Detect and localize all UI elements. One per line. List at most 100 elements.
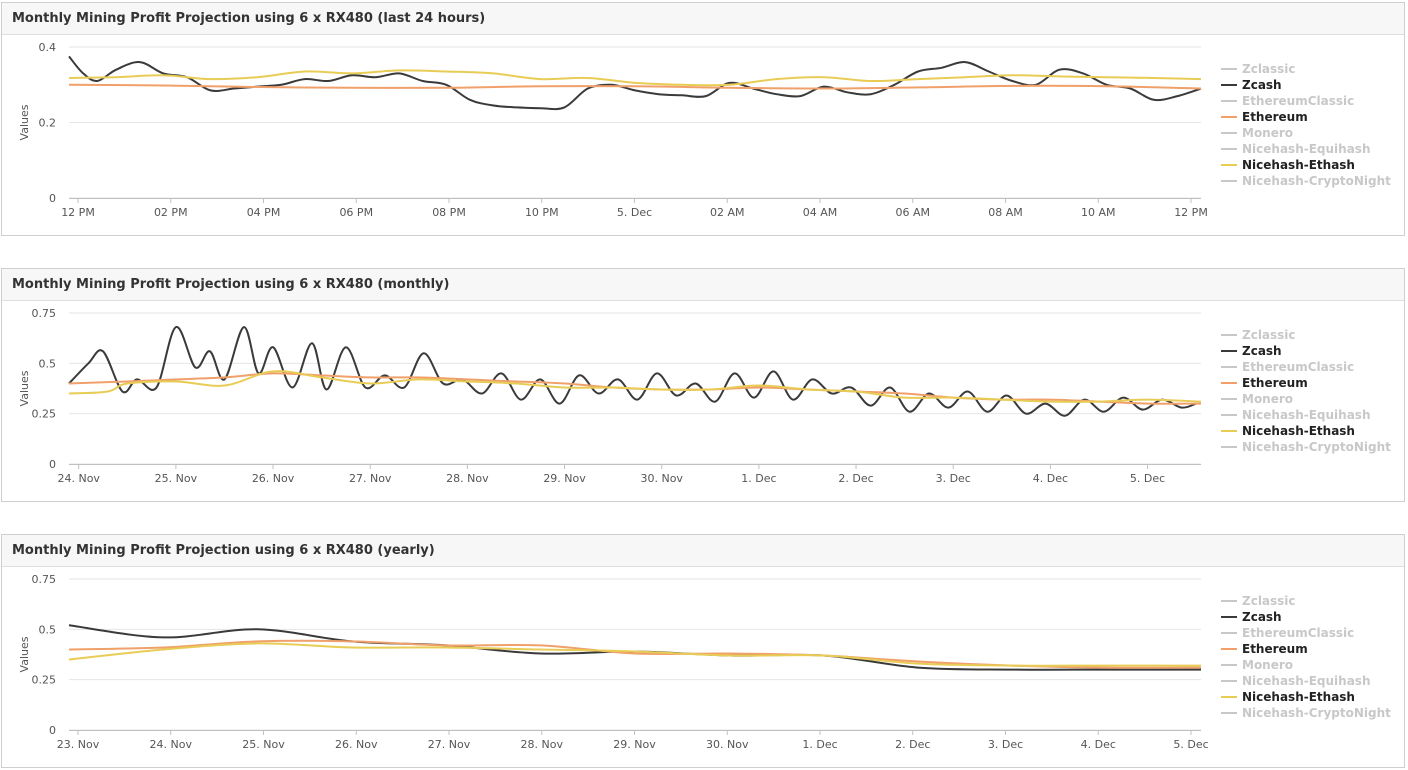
chart-title: Monthly Mining Profit Projection using 6… xyxy=(2,269,1404,301)
x-tick-label: 3. Dec xyxy=(936,472,971,485)
y-tick-label: 0.75 xyxy=(32,307,57,320)
x-tick-label: 5. Dec xyxy=(617,206,652,219)
x-tick-label: 08 PM xyxy=(432,206,466,219)
x-tick-label: 10 PM xyxy=(525,206,559,219)
legend-label: EthereumClassic xyxy=(1242,626,1354,640)
legend-label: EthereumClassic xyxy=(1242,360,1354,374)
x-tick-label: 02 AM xyxy=(710,206,745,219)
legend-item-nicehash-equihash[interactable]: Nicehash-Equihash xyxy=(1221,408,1370,422)
legend-item-nicehash-ethash[interactable]: Nicehash-Ethash xyxy=(1221,690,1355,704)
legend-item-nicehash-ethash[interactable]: Nicehash-Ethash xyxy=(1221,158,1355,172)
legend-item-ethereum[interactable]: Ethereum xyxy=(1221,376,1308,390)
legend-item-nicehash-cryptonight[interactable]: Nicehash-CryptoNight xyxy=(1221,174,1391,188)
legend-item-ethereumclassic[interactable]: EthereumClassic xyxy=(1221,94,1354,108)
y-tick-label: 0.25 xyxy=(32,674,57,687)
legend-item-zcash[interactable]: Zcash xyxy=(1221,344,1282,358)
legend-label: Monero xyxy=(1242,392,1293,406)
series-line-ethereum xyxy=(68,83,1202,90)
legend-label: Nicehash-Equihash xyxy=(1242,674,1370,688)
series-line-nicehash-ethash xyxy=(68,642,1201,667)
legend-item-nicehash-equihash[interactable]: Nicehash-Equihash xyxy=(1221,142,1370,156)
x-tick-label: 04 AM xyxy=(803,206,838,219)
legend-item-nicehash-ethash[interactable]: Nicehash-Ethash xyxy=(1221,424,1355,438)
legend-item-zclassic[interactable]: Zclassic xyxy=(1221,62,1296,76)
x-tick-label: 28. Nov xyxy=(446,472,489,485)
chart-monthly: 0 0.25 0.5 0.75 Values 24. Nov 25. Nov 26. Nov 2… xyxy=(18,307,1391,485)
y-tick-label: 0 xyxy=(49,724,56,737)
x-tick-label: 06 PM xyxy=(339,206,373,219)
x-tick-label: 12 PM xyxy=(1174,206,1208,219)
series-line-zcash xyxy=(68,624,1201,671)
legend-label: Nicehash-CryptoNight xyxy=(1242,174,1391,188)
x-tick-label: 4. Dec xyxy=(1033,472,1068,485)
legend-item-nicehash-cryptonight[interactable]: Nicehash-CryptoNight xyxy=(1221,440,1391,454)
legend-item-ethereumclassic[interactable]: EthereumClassic xyxy=(1221,626,1354,640)
x-tick-label: 28. Nov xyxy=(521,738,564,751)
x-tick-label: 04 PM xyxy=(247,206,281,219)
series-line-nicehash-ethash xyxy=(68,370,1202,403)
legend-label: Monero xyxy=(1242,126,1293,140)
legend-item-zcash[interactable]: Zcash xyxy=(1221,610,1282,624)
y-tick-label: 0.4 xyxy=(39,41,57,54)
legend-label: Nicehash-Ethash xyxy=(1242,690,1355,704)
x-tick-label: 02 PM xyxy=(154,206,188,219)
x-tick-label: 29. Nov xyxy=(543,472,586,485)
legend-item-ethereumclassic[interactable]: EthereumClassic xyxy=(1221,360,1354,374)
x-tick-label: 27. Nov xyxy=(428,738,471,751)
x-tick-label: 1. Dec xyxy=(741,472,776,485)
x-tick-label: 27. Nov xyxy=(349,472,392,485)
series-line-nicehash-ethash xyxy=(68,69,1202,87)
chart-yearly: 0 0.25 0.5 0.75 Values 23. Nov 24. Nov 25. Nov 2… xyxy=(18,573,1391,751)
legend-item-zclassic[interactable]: Zclassic xyxy=(1221,328,1296,342)
series-line-zcash xyxy=(68,326,1197,417)
chart-panel-24h: Monthly Mining Profit Projection using 6… xyxy=(1,2,1405,236)
y-axis-label: Values xyxy=(18,636,31,672)
x-tick-label: 26. Nov xyxy=(335,738,378,751)
x-tick-label: 5. Dec xyxy=(1173,738,1208,751)
x-tick-label: 29. Nov xyxy=(613,738,656,751)
y-tick-label: 0 xyxy=(49,192,56,205)
legend-item-zcash[interactable]: Zcash xyxy=(1221,78,1282,92)
legend-label: Nicehash-Ethash xyxy=(1242,424,1355,438)
legend-label: Nicehash-Equihash xyxy=(1242,408,1370,422)
legend-item-monero[interactable]: Monero xyxy=(1221,658,1293,672)
y-tick-label: 0.75 xyxy=(32,573,57,586)
x-tick-label: 30. Nov xyxy=(640,472,683,485)
chart-panel-monthly: Monthly Mining Profit Projection using 6… xyxy=(1,268,1405,502)
legend-label: Ethereum xyxy=(1242,376,1308,390)
y-tick-label: 0.5 xyxy=(39,623,57,636)
legend-item-zclassic[interactable]: Zclassic xyxy=(1221,594,1296,608)
x-tick-label: 25. Nov xyxy=(155,472,198,485)
y-tick-label: 0.5 xyxy=(39,357,57,370)
legend-label: Nicehash-CryptoNight xyxy=(1242,706,1391,720)
legend-label: Monero xyxy=(1242,658,1293,672)
x-tick-label: 08 AM xyxy=(988,206,1023,219)
x-tick-label: 23. Nov xyxy=(57,738,100,751)
y-tick-label: 0 xyxy=(49,458,56,471)
legend-item-ethereum[interactable]: Ethereum xyxy=(1221,642,1308,656)
legend-label: EthereumClassic xyxy=(1242,94,1354,108)
legend-item-ethereum[interactable]: Ethereum xyxy=(1221,110,1308,124)
x-tick-label: 26. Nov xyxy=(252,472,295,485)
chart-panel-yearly: Monthly Mining Profit Projection using 6… xyxy=(1,534,1405,768)
legend-label: Zcash xyxy=(1242,78,1282,92)
chart-title: Monthly Mining Profit Projection using 6… xyxy=(2,535,1404,567)
legend-item-monero[interactable]: Monero xyxy=(1221,126,1293,140)
y-axis-label: Values xyxy=(18,104,31,140)
legend-item-nicehash-equihash[interactable]: Nicehash-Equihash xyxy=(1221,674,1370,688)
x-tick-label: 06 AM xyxy=(895,206,930,219)
legend-item-nicehash-cryptonight[interactable]: Nicehash-CryptoNight xyxy=(1221,706,1391,720)
legend-label: Nicehash-Ethash xyxy=(1242,158,1355,172)
x-tick-label: 24. Nov xyxy=(150,738,193,751)
legend-label: Nicehash-CryptoNight xyxy=(1242,440,1391,454)
legend-item-monero[interactable]: Monero xyxy=(1221,392,1293,406)
x-tick-label: 2. Dec xyxy=(895,738,930,751)
legend-label: Nicehash-Equihash xyxy=(1242,142,1370,156)
legend-label: Zclassic xyxy=(1242,594,1296,608)
chart-title: Monthly Mining Profit Projection using 6… xyxy=(2,3,1404,35)
x-tick-label: 30. Nov xyxy=(706,738,749,751)
y-tick-label: 0.25 xyxy=(32,408,57,421)
y-axis-label: Values xyxy=(18,370,31,406)
legend-label: Ethereum xyxy=(1242,642,1308,656)
y-tick-label: 0.2 xyxy=(39,117,57,130)
